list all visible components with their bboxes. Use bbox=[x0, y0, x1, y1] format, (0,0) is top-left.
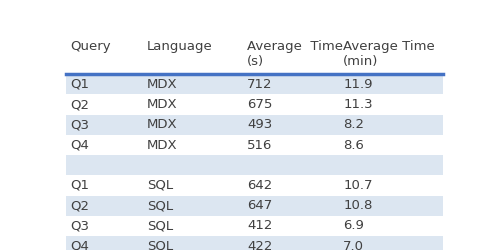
Text: 10.7: 10.7 bbox=[343, 179, 373, 192]
Text: 6.9: 6.9 bbox=[343, 219, 364, 232]
Text: Language: Language bbox=[147, 40, 213, 53]
Text: 712: 712 bbox=[247, 78, 272, 91]
Text: 8.2: 8.2 bbox=[343, 118, 364, 131]
Text: MDX: MDX bbox=[147, 98, 177, 111]
Text: Average  Time
(s): Average Time (s) bbox=[247, 40, 343, 68]
Text: 493: 493 bbox=[247, 118, 272, 131]
Text: MDX: MDX bbox=[147, 138, 177, 151]
Text: MDX: MDX bbox=[147, 118, 177, 131]
Text: Q1: Q1 bbox=[70, 78, 89, 91]
Text: 516: 516 bbox=[247, 138, 272, 151]
Text: Q1: Q1 bbox=[70, 179, 89, 192]
Text: SQL: SQL bbox=[147, 179, 173, 192]
Text: SQL: SQL bbox=[147, 219, 173, 232]
Text: 412: 412 bbox=[247, 219, 272, 232]
Text: 647: 647 bbox=[247, 199, 272, 212]
Text: SQL: SQL bbox=[147, 240, 173, 250]
Text: 642: 642 bbox=[247, 179, 272, 192]
Text: Query: Query bbox=[70, 40, 110, 53]
Text: 8.6: 8.6 bbox=[343, 138, 364, 151]
Text: SQL: SQL bbox=[147, 199, 173, 212]
Text: Q4: Q4 bbox=[70, 138, 88, 151]
Text: Q3: Q3 bbox=[70, 118, 89, 131]
Text: Q2: Q2 bbox=[70, 98, 89, 111]
Text: 675: 675 bbox=[247, 98, 272, 111]
Text: Q4: Q4 bbox=[70, 240, 88, 250]
Text: Average Time
(min): Average Time (min) bbox=[343, 40, 435, 68]
Text: Q2: Q2 bbox=[70, 199, 89, 212]
Text: Q3: Q3 bbox=[70, 219, 89, 232]
Text: 7.0: 7.0 bbox=[343, 240, 364, 250]
Text: 422: 422 bbox=[247, 240, 272, 250]
Text: 11.3: 11.3 bbox=[343, 98, 373, 111]
Text: 11.9: 11.9 bbox=[343, 78, 373, 91]
Text: 10.8: 10.8 bbox=[343, 199, 373, 212]
Text: MDX: MDX bbox=[147, 78, 177, 91]
